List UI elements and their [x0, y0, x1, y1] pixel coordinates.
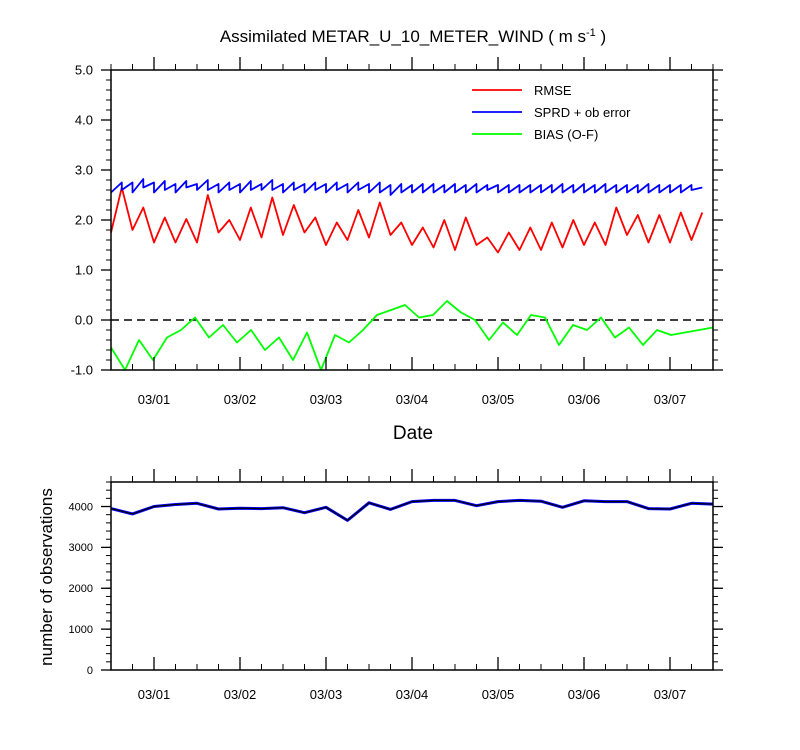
x-tick-label-03-01: 03/01 — [138, 687, 171, 702]
y-tick-label-1000: 1000 — [69, 624, 93, 636]
x-tick-label-03-05: 03/05 — [482, 392, 515, 407]
x-tick-label-03-06: 03/06 — [568, 392, 601, 407]
series-rmse-line — [110, 186, 704, 254]
x-tick-label-03-04: 03/04 — [396, 687, 429, 702]
x-tick-label-03-03: 03/03 — [310, 392, 343, 407]
x-tick-label-03-05: 03/05 — [482, 687, 515, 702]
series-bias-o-f-line — [110, 300, 714, 371]
observations-count-overlay-line — [110, 499, 714, 521]
legend-label-rmse: RMSE — [534, 83, 572, 98]
observations-count-line — [110, 498, 714, 522]
y-tick-label-3000: 3000 — [69, 542, 93, 554]
top-series-group — [110, 178, 714, 371]
bottom-plot-frame — [110, 481, 714, 671]
series-sprd-ob-error-line — [110, 178, 703, 196]
x-tick-label-03-04: 03/04 — [396, 392, 429, 407]
y-tick-label-5-0: 5.0 — [75, 63, 93, 78]
chart-title: Assimilated METAR_U_10_METER_WIND ( m s-… — [220, 27, 606, 46]
bottom-series-group — [110, 498, 714, 522]
top-plot-frame — [110, 69, 714, 371]
x-tick-label-03-02: 03/02 — [224, 687, 257, 702]
bottom-axis-ticks: 03/01 03/02 03/03 03/04 03/05 03/06 03/07 0 1000… — [69, 469, 723, 702]
legend-label-sprd-ob-error: SPRD + ob error — [534, 105, 631, 120]
x-tick-label-03-02: 03/02 — [224, 392, 257, 407]
legend: RMSE SPRD + ob error BIAS (O-F) — [472, 83, 631, 142]
y-tick-label-4-0: 4.0 — [75, 113, 93, 128]
x-tick-label-03-07: 03/07 — [654, 392, 687, 407]
y-tick-label-2-0: 2.0 — [75, 213, 93, 228]
y-tick-label-0: 0 — [87, 665, 93, 677]
x-tick-label-03-03: 03/03 — [310, 687, 343, 702]
top-axis-ticks: 03/01 03/02 03/03 03/04 03/05 03/06 03/07 -1.0 0… — [71, 57, 723, 407]
legend-label-bias-o-f: BIAS (O-F) — [534, 127, 598, 142]
y-axis-label-observations: number of observations — [37, 488, 56, 666]
y-tick-label-1-0: -1.0 — [71, 363, 93, 378]
x-tick-label-03-01: 03/01 — [138, 392, 171, 407]
x-tick-label-03-06: 03/06 — [568, 687, 601, 702]
y-tick-label-4000: 4000 — [69, 501, 93, 513]
x-tick-label-03-07: 03/07 — [654, 687, 687, 702]
y-tick-label-0-0: 0.0 — [75, 313, 93, 328]
y-tick-label-1-0: 1.0 — [75, 263, 93, 278]
x-axis-label: Date — [393, 423, 433, 444]
y-tick-label-3-0: 3.0 — [75, 163, 93, 178]
y-tick-label-2000: 2000 — [69, 583, 93, 595]
